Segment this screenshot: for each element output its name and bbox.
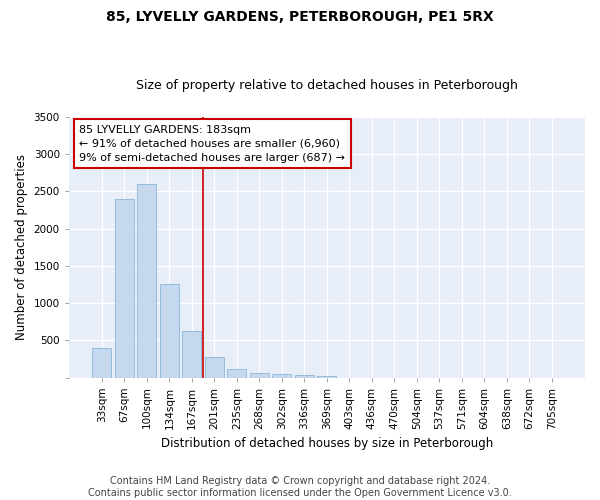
Bar bbox=[92, 348, 112, 378]
Bar bbox=[115, 198, 134, 378]
Bar bbox=[227, 370, 247, 378]
Bar bbox=[205, 358, 224, 378]
Bar bbox=[182, 330, 202, 378]
Bar bbox=[272, 374, 292, 378]
Text: Contains HM Land Registry data © Crown copyright and database right 2024.
Contai: Contains HM Land Registry data © Crown c… bbox=[88, 476, 512, 498]
X-axis label: Distribution of detached houses by size in Peterborough: Distribution of detached houses by size … bbox=[161, 437, 493, 450]
Text: 85, LYVELLY GARDENS, PETERBOROUGH, PE1 5RX: 85, LYVELLY GARDENS, PETERBOROUGH, PE1 5… bbox=[106, 10, 494, 24]
Title: Size of property relative to detached houses in Peterborough: Size of property relative to detached ho… bbox=[136, 79, 518, 92]
Text: 85 LYVELLY GARDENS: 183sqm
← 91% of detached houses are smaller (6,960)
9% of se: 85 LYVELLY GARDENS: 183sqm ← 91% of deta… bbox=[79, 124, 345, 162]
Y-axis label: Number of detached properties: Number of detached properties bbox=[15, 154, 28, 340]
Bar bbox=[137, 184, 157, 378]
Bar bbox=[317, 376, 337, 378]
Bar bbox=[295, 376, 314, 378]
Bar bbox=[250, 374, 269, 378]
Bar bbox=[160, 284, 179, 378]
